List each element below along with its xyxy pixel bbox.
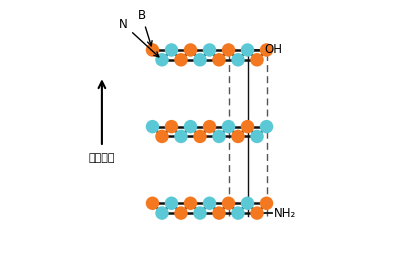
Circle shape bbox=[241, 197, 254, 210]
Circle shape bbox=[250, 206, 264, 220]
Circle shape bbox=[193, 130, 207, 143]
Text: OH: OH bbox=[264, 43, 282, 56]
Circle shape bbox=[203, 43, 216, 57]
Circle shape bbox=[146, 197, 159, 210]
Circle shape bbox=[193, 206, 207, 220]
Circle shape bbox=[193, 53, 207, 67]
Text: NH₂: NH₂ bbox=[274, 207, 296, 220]
Circle shape bbox=[260, 197, 273, 210]
Circle shape bbox=[231, 53, 245, 67]
Circle shape bbox=[212, 130, 226, 143]
Circle shape bbox=[241, 120, 254, 133]
Circle shape bbox=[260, 43, 273, 57]
Circle shape bbox=[250, 130, 264, 143]
Circle shape bbox=[184, 43, 197, 57]
Circle shape bbox=[184, 120, 197, 133]
Circle shape bbox=[222, 120, 235, 133]
Circle shape bbox=[146, 120, 159, 133]
Circle shape bbox=[155, 53, 169, 67]
Circle shape bbox=[231, 130, 245, 143]
Circle shape bbox=[155, 206, 169, 220]
Circle shape bbox=[184, 197, 197, 210]
Text: B: B bbox=[138, 9, 152, 46]
Circle shape bbox=[222, 197, 235, 210]
Circle shape bbox=[260, 120, 273, 133]
Circle shape bbox=[241, 43, 254, 57]
Circle shape bbox=[174, 206, 188, 220]
Text: 積層方向: 積層方向 bbox=[89, 153, 115, 163]
Circle shape bbox=[174, 130, 188, 143]
Circle shape bbox=[165, 120, 178, 133]
Circle shape bbox=[250, 53, 264, 67]
Circle shape bbox=[165, 43, 178, 57]
Circle shape bbox=[231, 206, 245, 220]
Circle shape bbox=[174, 53, 188, 67]
Circle shape bbox=[146, 43, 159, 57]
Circle shape bbox=[203, 197, 216, 210]
Circle shape bbox=[165, 197, 178, 210]
Circle shape bbox=[155, 130, 169, 143]
Circle shape bbox=[203, 120, 216, 133]
Circle shape bbox=[212, 53, 226, 67]
Circle shape bbox=[212, 206, 226, 220]
Circle shape bbox=[222, 43, 235, 57]
Text: N: N bbox=[119, 18, 159, 57]
